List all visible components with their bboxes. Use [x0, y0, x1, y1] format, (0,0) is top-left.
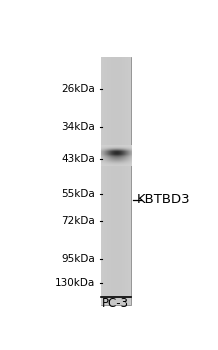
Bar [125, 57, 126, 305]
Bar [110, 57, 111, 305]
Text: 130kDa: 130kDa [54, 278, 95, 288]
Bar [122, 57, 123, 305]
Bar [121, 57, 122, 305]
Bar [106, 57, 107, 305]
Text: 55kDa: 55kDa [61, 189, 95, 199]
Text: 72kDa: 72kDa [61, 216, 95, 226]
Text: 95kDa: 95kDa [61, 254, 95, 264]
Bar [108, 57, 109, 305]
Bar [116, 57, 117, 305]
Bar [101, 57, 131, 305]
Bar [124, 57, 125, 305]
Text: KBTBD3: KBTBD3 [137, 193, 191, 206]
Bar [102, 57, 103, 305]
Bar [113, 57, 114, 305]
Bar [115, 57, 116, 305]
Bar [119, 57, 120, 305]
Bar [101, 57, 102, 305]
Bar [104, 57, 105, 305]
Bar [109, 57, 110, 305]
Bar [117, 57, 118, 305]
Bar [118, 57, 119, 305]
Bar [128, 57, 129, 305]
Bar [107, 57, 108, 305]
Bar [114, 57, 115, 305]
Bar [127, 57, 128, 305]
Text: PC-3: PC-3 [102, 298, 129, 310]
Bar [129, 57, 130, 305]
Bar [112, 57, 113, 305]
Bar [103, 57, 104, 305]
Text: 43kDa: 43kDa [61, 154, 95, 164]
Bar [105, 57, 106, 305]
Bar [120, 57, 121, 305]
Bar [111, 57, 112, 305]
Text: 26kDa: 26kDa [61, 84, 95, 94]
Text: 34kDa: 34kDa [61, 122, 95, 132]
Bar [130, 57, 131, 305]
Bar [126, 57, 127, 305]
Bar [123, 57, 124, 305]
